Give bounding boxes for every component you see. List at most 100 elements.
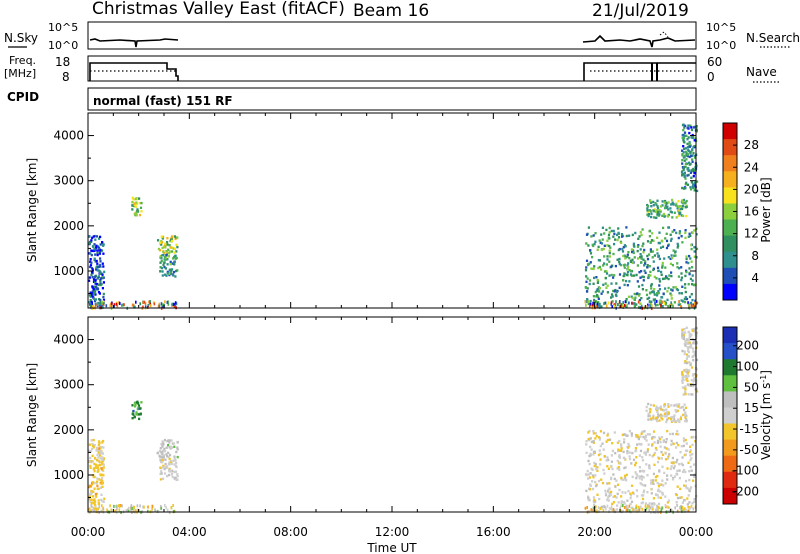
velocity-cell [99,451,102,454]
power-cell [593,276,596,280]
velocity-cell [673,404,676,407]
power-cell [595,300,598,304]
velocity-cell [92,499,95,502]
power-cell [683,159,686,162]
power-cell [142,305,144,309]
velocity-cell [612,508,615,511]
power-cell [640,297,643,300]
power-cell [606,255,609,258]
power-cell [687,235,690,238]
power-cell [670,274,673,278]
velocity-cell [662,440,665,443]
velocity-cell [140,401,143,404]
power-cell [648,235,651,238]
power-cell [167,248,170,251]
power-cell [136,197,139,201]
velocity-cell [682,437,685,440]
velocity-cell [659,445,662,448]
velocity-region-5 [645,402,688,424]
power-cell [683,147,686,151]
velocity-cell [664,495,667,498]
power-cell [648,209,651,212]
power-cell [589,299,592,303]
velocity-cell [686,503,689,506]
velocity-cell [620,501,623,505]
velocity-cell [620,478,623,481]
power-cell [636,292,639,295]
power-cell [655,277,658,280]
power-cell [173,304,176,308]
power-cell [161,274,164,277]
power-cell [622,246,625,249]
power-cell [159,254,162,258]
power-cell [592,234,595,237]
power-cell [691,136,694,140]
velocity-cell [689,343,692,346]
velocity-cell [592,432,595,435]
velocity-cell [90,498,93,501]
velocity-cell [162,464,165,468]
x-tick-label: 00:00 [679,525,714,539]
velocity-cell [622,478,625,481]
power-cell [675,204,678,207]
velocity-cell [648,453,651,457]
velocity-cell [645,409,648,412]
velocity-cell [684,385,687,388]
power-cell [606,284,609,287]
power-cell [620,303,623,306]
power-cell [652,298,655,301]
velocity-cell [676,409,679,412]
power-cell [673,229,676,232]
velocity-cell [174,476,177,479]
power-cell [164,242,167,245]
velocity-cell [615,496,618,499]
power-cell [619,300,621,303]
date-label: 21/Jul/2019 [592,1,689,21]
velocity-cell [643,489,646,492]
power-cell [672,203,675,206]
velocity-cell [589,454,592,457]
velocity-cell [676,458,679,462]
power-cell [695,301,698,305]
velocity-cell [666,411,669,414]
power-cell [624,257,627,260]
velocity-cell [680,506,683,510]
power-cell [135,212,138,216]
velocity-cell [653,441,656,444]
power-cell [606,291,609,294]
power-cell [166,241,169,244]
velocity-cell [89,466,92,469]
power-cell [678,230,681,233]
velocity-cell [620,504,623,508]
velocity-cell [99,463,102,466]
power-cell [639,253,642,256]
velocity-cell [635,508,637,512]
velocity-cell [618,468,621,471]
power-region-3 [159,253,179,278]
power-cell [92,278,96,281]
velocity-cell [653,451,656,455]
velocity-cell [688,478,691,482]
power-cell [686,168,689,171]
velocity-cell [641,456,644,459]
power-cell [683,141,686,144]
velocity-cell [596,509,598,513]
power-cell [615,300,617,304]
power-cell [664,287,667,290]
velocity-colorbar-swatch [723,423,737,441]
velocity-cell [689,445,692,448]
power-cell [618,262,621,266]
power-cell [101,287,104,290]
velocity-cell [687,330,690,334]
velocity-cell [685,361,688,365]
velocity-cell [689,345,692,349]
power-cell [166,263,169,266]
power-cell [675,202,678,205]
velocity-cell [683,328,686,331]
noise-search-label: N.Search [746,31,800,45]
velocity-cell [663,412,666,415]
velocity-cell [658,414,661,417]
velocity-cell [658,506,661,510]
power-cell [661,245,665,248]
power-cell [684,300,687,304]
